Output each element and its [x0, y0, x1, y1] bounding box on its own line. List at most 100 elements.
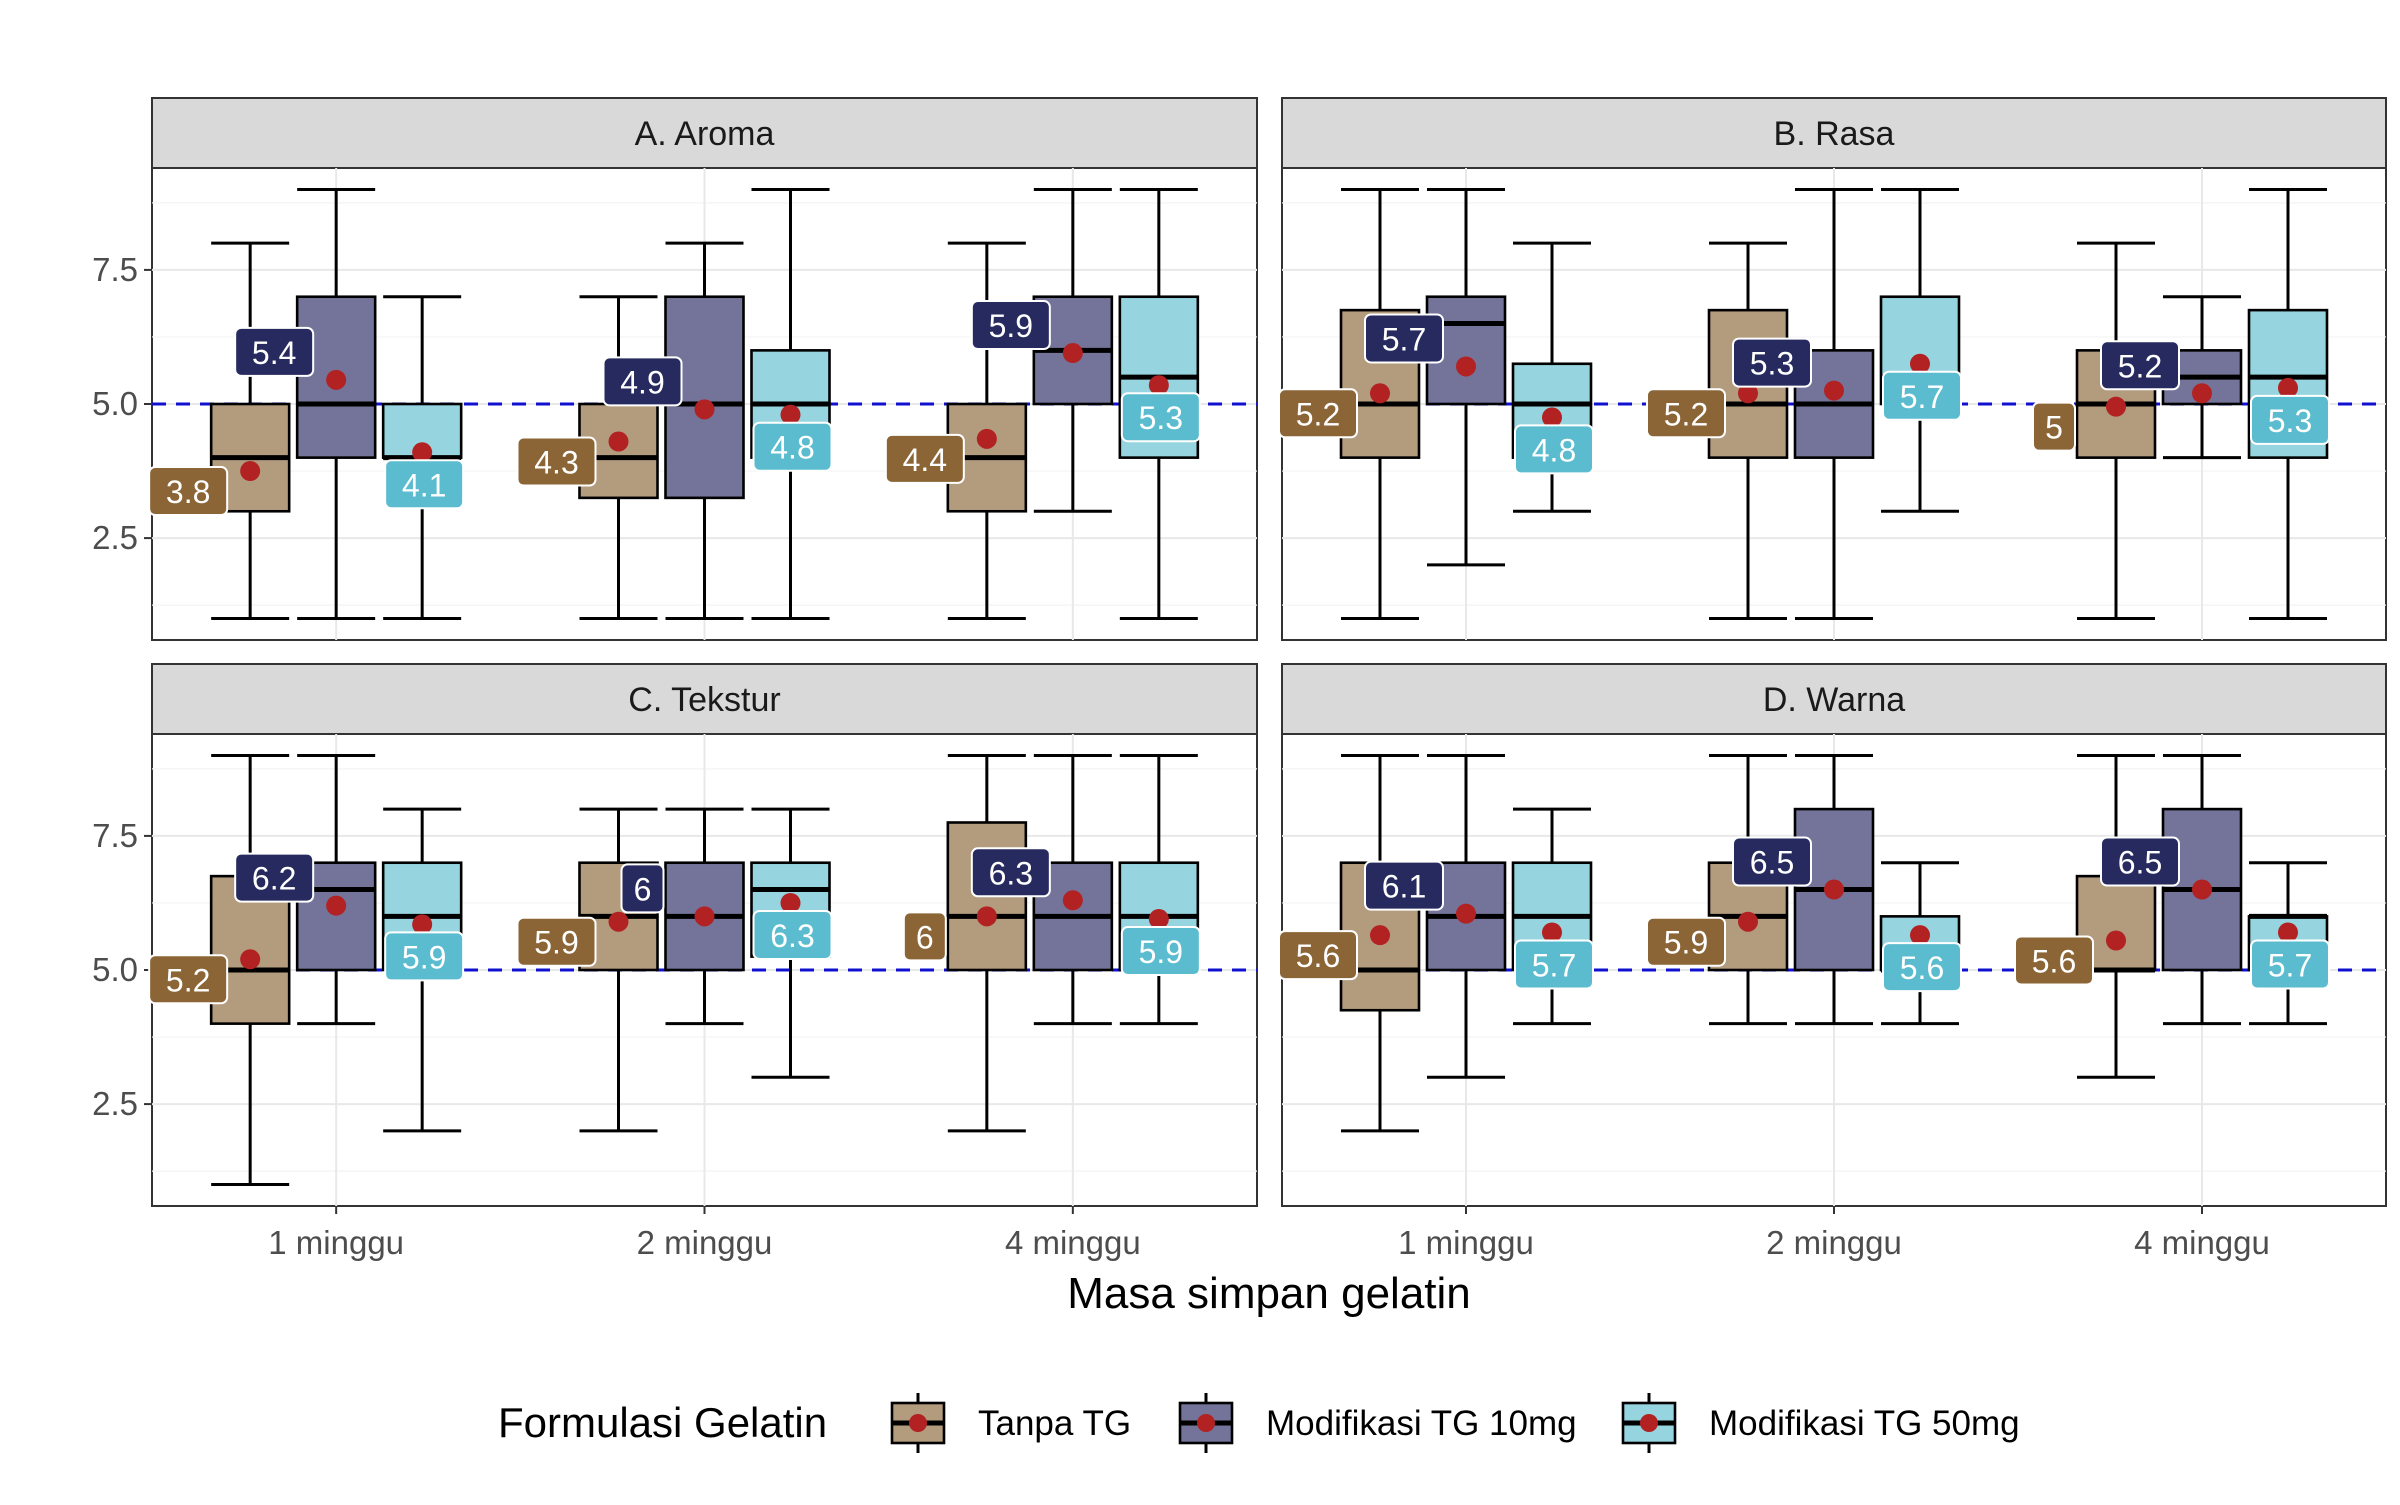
data-label-box: [2014, 935, 2094, 986]
data-label-box: [1514, 939, 1594, 990]
mean-point: [412, 442, 433, 463]
box-modifikasi-tg-10mg: [664, 241, 745, 621]
data-label: 6.5: [1732, 836, 1812, 887]
mean-point: [780, 404, 801, 425]
data-label-text: 6.3: [989, 855, 1033, 891]
mean-point: [976, 906, 997, 927]
data-label-text: 4.4: [903, 442, 947, 478]
data-label-box: [516, 436, 597, 487]
facet-panel-4: D. Warna 5.6 6.1 5.7 5.9 6.5 5.6 5.6 6.5 5.7 1 min…: [1278, 663, 2387, 1261]
facet-panel-3: C. Tekstur 2.5 5.0 7.5 5.2 6.2 5.9 5.9 6 6.3 6 6.3 5…: [92, 663, 1258, 1261]
data-label: 5.7: [2250, 939, 2330, 990]
facet-strip: [151, 97, 1258, 169]
data-label: 5.3: [2250, 394, 2330, 445]
data-label-text: 5.9: [989, 308, 1033, 344]
mean-point: [1148, 909, 1169, 930]
data-label: 4.3: [516, 436, 597, 487]
data-label-text: 4.1: [402, 467, 446, 503]
data-label-text: 5.2: [1296, 396, 1340, 432]
data-label: 4.1: [384, 459, 465, 510]
data-label: 5.2: [148, 954, 229, 1005]
data-label-text: 5.2: [1664, 396, 1708, 432]
data-label-text: 4.8: [770, 430, 814, 466]
legend-label: Modifikasi TG 50mg: [1709, 1404, 2020, 1443]
data-label-box: [1646, 916, 1726, 967]
mean-point: [1148, 375, 1169, 396]
data-label-text: 6.5: [1750, 845, 1794, 881]
mean-point: [1456, 356, 1476, 377]
data-label-text: 5.3: [1750, 346, 1794, 382]
mean-point: [1738, 383, 1758, 404]
data-label-box: [148, 954, 229, 1005]
data-label-box: [1364, 860, 1444, 911]
legend: Formulasi Gelatin Tanpa TG Modifikasi TG 1…: [498, 1393, 2020, 1453]
facet-title: D. Warna: [1763, 681, 1905, 719]
mean-point: [1824, 879, 1844, 900]
data-label-box: [1278, 930, 1358, 981]
data-label: 5.3: [1732, 337, 1812, 388]
mean-point: [608, 911, 629, 932]
mean-point: [1542, 922, 1562, 943]
data-label: 6.3: [970, 847, 1051, 898]
data-label-text: 6.2: [252, 861, 296, 897]
box-modifikasi-tg-10mg: [295, 187, 377, 621]
data-label: 5.7: [1882, 370, 1962, 421]
data-label-text: 6.5: [2118, 845, 2162, 881]
mean-point: [1456, 903, 1476, 924]
facet-strip: [151, 663, 1258, 735]
mean-point: [976, 428, 997, 449]
data-label: 5.3: [1120, 392, 1201, 443]
data-label: 6: [620, 863, 665, 914]
data-label-box: [384, 931, 465, 982]
legend-key-mean: [1197, 1414, 1215, 1432]
x-tick-label: 2 minggu: [1766, 1224, 1902, 1261]
data-label-box: [620, 863, 665, 914]
data-label-box: [2250, 394, 2330, 445]
x-tick-label: 1 minggu: [268, 1224, 404, 1261]
data-label: 5.9: [970, 300, 1051, 351]
data-label-box: [148, 466, 229, 517]
x-tick-label: 2 minggu: [637, 1224, 773, 1261]
box-modifikasi-tg-10mg: [1032, 753, 1114, 1026]
data-label-text: 6: [634, 871, 652, 907]
data-label: 5.2: [1278, 388, 1358, 439]
mean-point: [1910, 925, 1930, 946]
data-label: 5.6: [2014, 935, 2094, 986]
mean-point: [1370, 925, 1390, 946]
data-label-text: 5.6: [1296, 938, 1340, 974]
data-label-box: [602, 356, 683, 407]
data-label: 5.7: [1364, 313, 1444, 364]
x-tick-label: 4 minggu: [2134, 1224, 2270, 1261]
data-label-box: [902, 911, 947, 962]
box-modifikasi-tg-10mg: [2161, 753, 2243, 1026]
data-label-text: 5.4: [252, 335, 296, 371]
y-tick-label: 2.5: [92, 519, 138, 556]
data-label-text: 6.3: [770, 918, 814, 954]
mean-point: [2278, 377, 2298, 398]
data-label-box: [1882, 370, 1962, 421]
data-label: 5.9: [384, 931, 465, 982]
data-label-text: 5.9: [1664, 925, 1708, 961]
data-label-box: [752, 909, 833, 960]
data-label-box: [1120, 392, 1201, 443]
legend-label: Modifikasi TG 10mg: [1266, 1404, 1577, 1443]
data-label-box: [970, 300, 1051, 351]
mean-point: [326, 369, 347, 390]
data-label-box: [2250, 939, 2330, 990]
data-label-text: 5.6: [2032, 944, 2076, 980]
data-label-box: [1646, 388, 1726, 439]
data-label: 5.9: [1120, 926, 1201, 977]
data-label-box: [1278, 388, 1358, 439]
legend-label: Tanpa TG: [978, 1404, 1131, 1443]
data-label-box: [2100, 836, 2180, 887]
data-label-text: 5.2: [166, 962, 210, 998]
facet-strip: [1281, 663, 2387, 735]
data-label-text: 5.7: [1532, 947, 1576, 983]
data-label-box: [1732, 337, 1812, 388]
data-label-box: [884, 433, 965, 484]
legend-key-2: [1178, 1393, 1234, 1453]
data-label: 4.4: [884, 433, 965, 484]
mean-point: [2106, 930, 2126, 951]
data-label: 5: [2032, 401, 2076, 452]
